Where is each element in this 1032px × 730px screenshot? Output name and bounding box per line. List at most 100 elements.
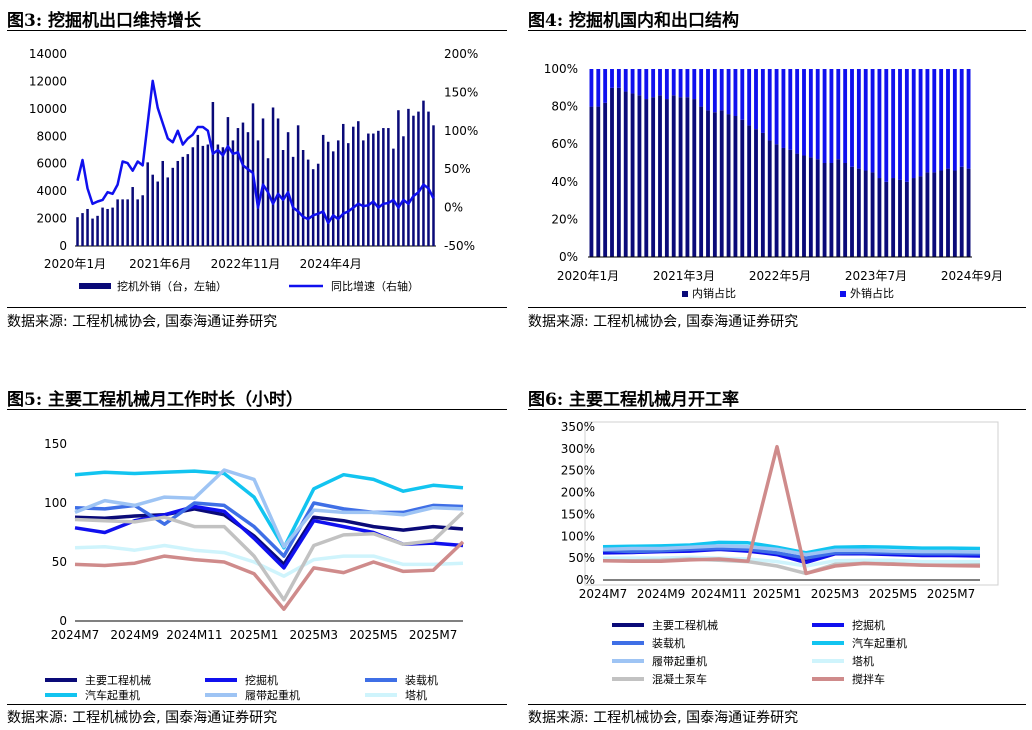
export-bar: [387, 128, 390, 246]
export-share-bar: [740, 69, 745, 120]
export-share-bar: [671, 69, 676, 96]
x-tick-label: 2024M11: [166, 628, 222, 642]
export-share-bar: [925, 69, 930, 173]
export-share-bar: [904, 69, 909, 182]
export-bar: [417, 111, 420, 246]
domestic-share-bar: [829, 163, 834, 257]
domestic-share-bar: [630, 93, 635, 257]
y-tick-label: 100%: [544, 62, 578, 76]
export-share-bar: [939, 69, 944, 171]
domestic-share-bar: [733, 116, 738, 257]
y-left-tick-label: 6000: [36, 157, 67, 171]
figure-5-source: 数据来源: 工程机械协会, 国泰海通证券研究: [7, 710, 278, 726]
legend-label-export: 外销占比: [850, 286, 894, 300]
legend-label-navy: 主要工程机械: [652, 618, 718, 632]
export-bar: [266, 158, 270, 246]
figure-4-chart: 0% 20% 40% 60% 80% 100% 2020年1月 2021年3月 2022年5月 2…: [544, 62, 1003, 300]
export-bar: [276, 118, 280, 246]
figure-5-title-rule: [7, 409, 507, 410]
domestic-share-bar: [850, 166, 854, 257]
export-bar: [181, 156, 185, 246]
figure-4: 图4: 挖掘机国内和出口结构 0% 20% 40% 60% 80% 100% 2020年1月…: [528, 0, 1026, 340]
export-bar: [206, 144, 210, 246]
domestic-share-bar: [760, 132, 765, 257]
y-tick-label: 350%: [561, 420, 595, 434]
figure-6-title: 图6: 主要工程机械月开工率: [528, 390, 740, 410]
domestic-share-bar: [637, 95, 642, 257]
export-share-bar: [692, 69, 697, 100]
export-share-bar: [891, 69, 896, 179]
export-share-bar: [932, 69, 937, 173]
domestic-share-bar: [781, 147, 786, 257]
domestic-share-bar: [904, 181, 909, 257]
export-share-bar: [658, 69, 662, 96]
export-bar: [151, 174, 154, 246]
domestic-share-bar: [911, 178, 916, 257]
series-line-cyan: [74, 469, 464, 550]
y-tick-label: 250%: [561, 464, 595, 478]
export-share-bar: [712, 69, 717, 113]
legend-label-gray: 混凝土泵车: [85, 703, 140, 704]
export-share-bar: [850, 69, 854, 167]
export-share-bar: [856, 69, 861, 169]
legend-label-lightblue: 履带起重机: [245, 688, 300, 702]
export-share-bar: [685, 69, 690, 98]
export-share-bar: [795, 69, 800, 154]
domestic-share-bar: [747, 125, 752, 258]
domestic-share-bar: [788, 149, 793, 257]
domestic-share-bar: [671, 95, 676, 257]
export-bar: [261, 118, 265, 246]
export-bar: [136, 199, 139, 246]
domestic-share-bar: [925, 172, 930, 257]
legend-label-lightblue: 履带起重机: [652, 654, 707, 668]
export-share-bar: [788, 69, 793, 150]
figure-4-title: 图4: 挖掘机国内和出口结构: [528, 11, 740, 31]
domestic-share-bar: [774, 144, 779, 257]
export-bar: [397, 110, 400, 246]
domestic-share-bar: [699, 106, 704, 257]
export-bar: [171, 167, 175, 246]
figure-6: 图6: 主要工程机械月开工率 0% 50% 100% 150% 200% 250% 300%…: [528, 382, 1026, 730]
export-share-bar: [774, 69, 779, 145]
y-tick-label: 100: [44, 496, 67, 510]
domestic-share-bar: [664, 99, 669, 257]
export-share-bar: [733, 69, 738, 116]
y-tick-label: 100%: [561, 529, 595, 543]
y-left-tick-label: 8000: [36, 129, 67, 143]
export-bar: [201, 145, 205, 246]
x-tick-label: 2025M7: [927, 587, 976, 601]
export-bar: [141, 195, 144, 246]
y-tick-label: 150%: [561, 507, 595, 521]
x-tick-label: 2024M7: [579, 587, 628, 601]
export-bar: [216, 144, 220, 246]
figure-6-chart: 0% 50% 100% 150% 200% 250% 300% 350% 2024M7 2024M…: [561, 420, 999, 686]
domestic-share-bar: [802, 155, 806, 257]
export-bar: [402, 136, 405, 246]
export-share-bar: [760, 69, 765, 133]
export-share-bar: [802, 69, 806, 156]
y-right-tick-label: 50%: [444, 162, 471, 176]
series-line-lightblue: [602, 544, 981, 557]
domestic-share-bar: [754, 129, 758, 257]
export-share-bar: [747, 69, 752, 126]
export-bar: [382, 128, 385, 246]
y-left-tick-label: 12000: [29, 74, 67, 88]
export-share-bar: [754, 69, 758, 130]
export-bar: [422, 100, 425, 246]
x-tick-label: 2024M9: [110, 628, 159, 642]
export-share-bar: [829, 69, 834, 163]
legend-label-blue: 挖掘机: [245, 673, 278, 687]
figure-4-title-rule: [528, 30, 1026, 31]
y-tick-label: 50%: [568, 551, 595, 565]
legend-label-royal: 装载机: [405, 673, 438, 687]
export-bar: [336, 140, 340, 246]
figure-3-title: 图3: 挖掘机出口维持增长: [7, 11, 202, 31]
domestic-share-bar: [808, 157, 813, 257]
export-bar: [256, 140, 260, 246]
domestic-share-bar: [767, 140, 772, 257]
legend-label-navy: 主要工程机械: [85, 673, 151, 687]
export-bar: [76, 217, 79, 246]
export-share-bar: [678, 69, 683, 98]
export-share-bar: [815, 69, 820, 160]
export-bar: [81, 213, 84, 246]
